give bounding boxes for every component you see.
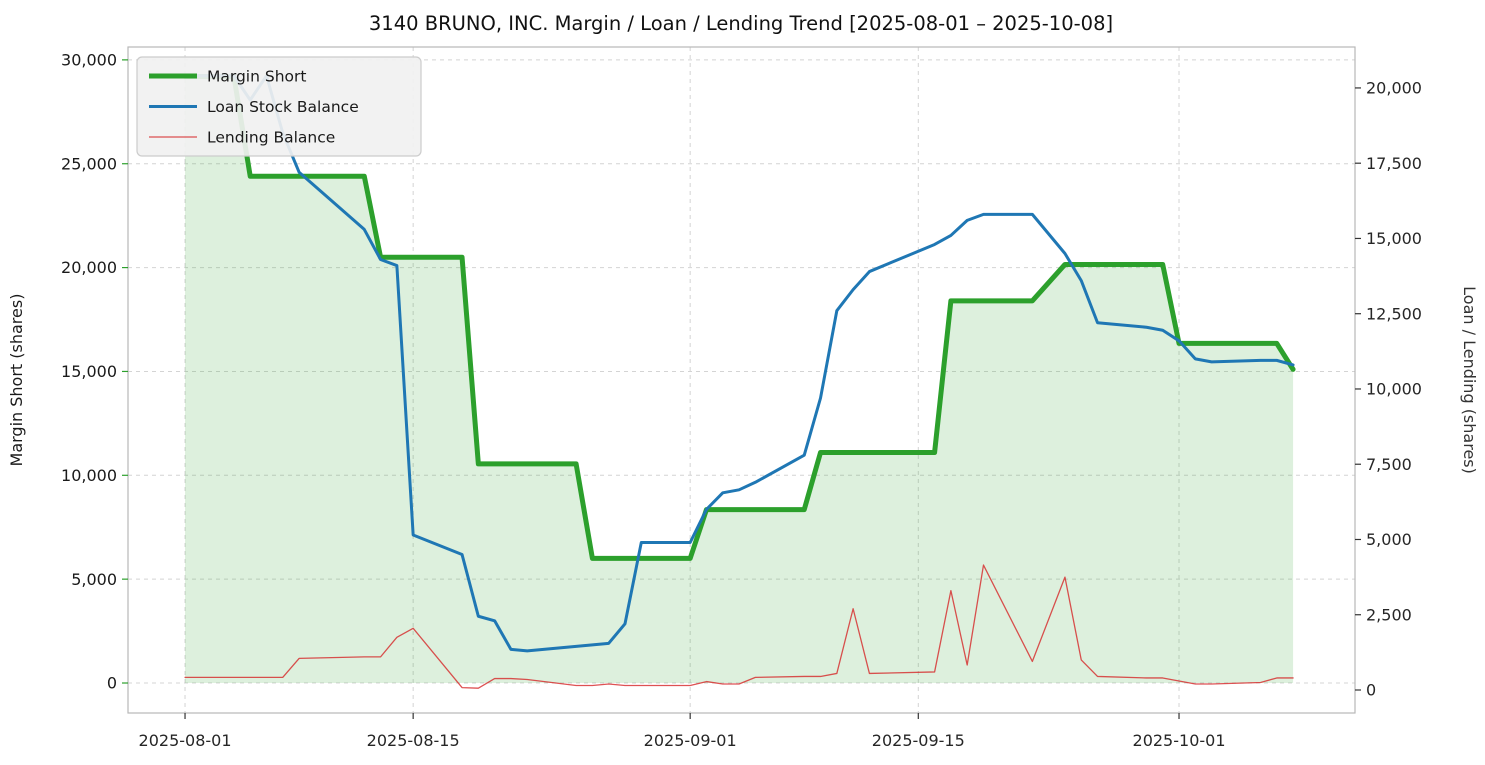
legend-box (136, 56, 422, 157)
x-tick-label: 2025-08-01 (139, 731, 232, 750)
legend-label: Loan Stock Balance (207, 98, 359, 116)
legend-item-lending-balance: Lending Balance (149, 128, 335, 146)
right-tick-label: 5,000 (1366, 530, 1412, 549)
legend: Margin Short Loan Stock Balance Lending Ba… (136, 56, 422, 157)
right-y-axis: 0 2,500 5,000 7,500 10,000 12,500 15,000 17,500… (1355, 79, 1422, 700)
right-tick-label: 2,500 (1366, 605, 1412, 624)
plot-background (128, 47, 1355, 713)
legend-item-margin-short: Margin Short (149, 67, 306, 85)
x-tick-label: 2025-09-01 (644, 731, 737, 750)
legend-label: Margin Short (207, 67, 306, 85)
right-tick-label: 0 (1366, 681, 1376, 700)
plot-border (127, 46, 1356, 714)
left-tick-label: 20,000 (61, 258, 117, 277)
margin-short-area (185, 76, 1294, 684)
legend-label: Lending Balance (207, 128, 335, 146)
left-y-axis: 0 5,000 10,000 15,000 20,000 25,000 30,000 (61, 50, 128, 693)
left-tick-label: 5,000 (71, 570, 117, 589)
plot-area: 2025-08-01 2025-08-15 2025-09-01 2025-09-15… (61, 46, 1422, 750)
left-tick-label: 10,000 (61, 466, 117, 485)
lending-balance-line (184, 564, 1294, 689)
right-tick-label: 17,500 (1366, 154, 1422, 173)
left-tick-label: 15,000 (61, 362, 117, 381)
right-tick-label: 12,500 (1366, 304, 1422, 323)
margin-short-line (182, 73, 1296, 561)
right-tick-label: 15,000 (1366, 229, 1422, 248)
gridlines (128, 47, 1355, 713)
x-tick-label: 2025-10-01 (1133, 731, 1226, 750)
right-axis-label: Loan / Lending (shares) (1460, 286, 1479, 474)
x-tick-label: 2025-09-15 (872, 731, 965, 750)
right-tick-label: 10,000 (1366, 380, 1422, 399)
right-tick-label: 20,000 (1366, 79, 1422, 98)
left-tick-label: 25,000 (61, 154, 117, 173)
left-tick-label: 30,000 (61, 50, 117, 69)
right-tick-label: 7,500 (1366, 455, 1412, 474)
loan-stock-balance-line (183, 74, 1295, 653)
left-axis-label: Margin Short (shares) (7, 294, 26, 467)
x-axis: 2025-08-01 2025-08-15 2025-09-01 2025-09-15… (139, 713, 1226, 750)
left-tick-label: 0 (107, 674, 117, 693)
x-tick-label: 2025-08-15 (367, 731, 460, 750)
legend-item-loan-stock-balance: Loan Stock Balance (149, 98, 359, 116)
chart-title: 3140 BRUNO, INC. Margin / Loan / Lending… (369, 12, 1113, 35)
